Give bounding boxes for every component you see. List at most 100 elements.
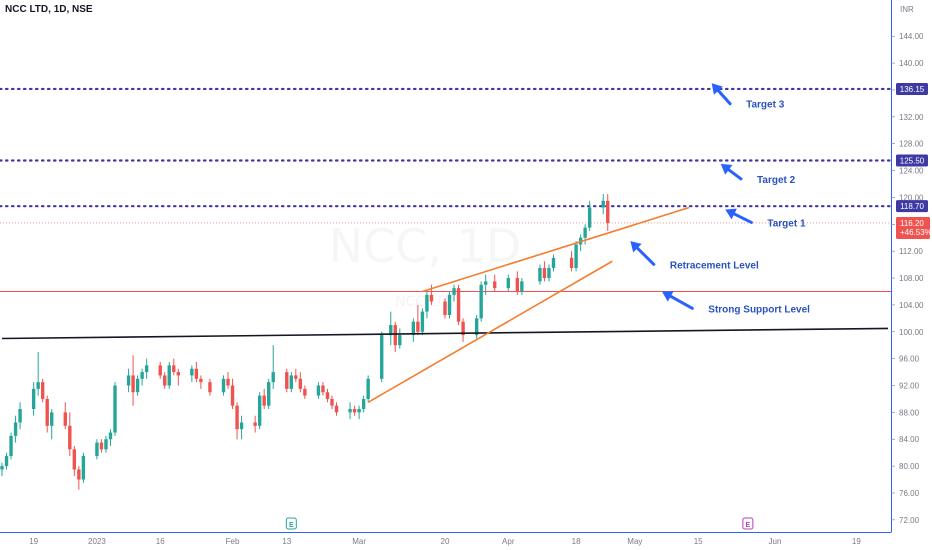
x-tick-label: 19 — [852, 537, 861, 546]
candle-body — [0, 466, 4, 470]
candle-body — [140, 372, 144, 379]
candle-body — [208, 382, 212, 393]
annotation-arrowhead — [630, 241, 642, 253]
trend-line — [422, 206, 690, 293]
candle-body — [45, 398, 49, 426]
y-tick-label: 84.00 — [899, 435, 920, 444]
candle-body — [95, 442, 99, 457]
candle-body — [135, 378, 140, 393]
watermark-sub: NCC LTD — [395, 294, 455, 310]
candle-body — [18, 409, 22, 423]
price-levels — [0, 87, 893, 292]
candle-body — [479, 284, 483, 319]
candle-body — [163, 375, 167, 386]
candle-body — [330, 398, 334, 406]
candle-body — [104, 439, 108, 450]
candle-body — [316, 385, 321, 396]
annotation-label: Target 1 — [767, 218, 806, 229]
candle-body — [447, 294, 452, 315]
candle-body — [398, 335, 402, 346]
candle-body — [515, 278, 520, 292]
candle-body — [271, 372, 275, 383]
annotation-arrowhead — [720, 163, 733, 175]
y-tick-label: 128.00 — [899, 140, 924, 149]
x-tick-label: 13 — [282, 537, 291, 546]
candle-body — [167, 365, 171, 386]
annotation-arrowhead — [711, 83, 723, 95]
y-tick-label: 104.00 — [899, 301, 924, 310]
candle-body — [334, 405, 339, 413]
annotation-label: Retracement Level — [670, 260, 759, 271]
level-price-badge — [896, 82, 928, 95]
candle-body — [199, 378, 203, 383]
candle-body — [429, 294, 434, 302]
candle-body — [583, 227, 587, 238]
candle-body — [190, 368, 194, 376]
candle-body — [569, 257, 574, 268]
candle-body — [493, 281, 497, 289]
candle-body — [253, 422, 257, 426]
y-tick-label: 132.00 — [899, 113, 924, 122]
candle-body — [131, 375, 135, 393]
candle-body — [294, 375, 298, 379]
x-tick-label: 2023 — [88, 537, 106, 546]
annotations: Target 3 Target 2 Target 1 Retracement Leve… — [630, 83, 810, 315]
candle-body — [452, 288, 456, 295]
candle-body — [298, 378, 303, 389]
candle-body — [158, 365, 162, 376]
candle-body — [538, 267, 542, 282]
candle-body — [520, 281, 524, 292]
candle-body — [352, 409, 357, 413]
event-marker — [285, 517, 297, 530]
candle-body — [113, 385, 117, 433]
candle-body — [257, 395, 262, 426]
candle-body — [221, 378, 226, 393]
y-tick-label: 120.00 — [899, 193, 924, 202]
annotation-arrowhead — [725, 208, 737, 220]
candle-body — [380, 335, 384, 379]
y-tick-label: 144.00 — [899, 32, 924, 41]
candle-body — [235, 405, 239, 430]
event-marker — [742, 517, 754, 530]
y-tick-label: 92.00 — [899, 382, 920, 391]
candle-body — [325, 392, 330, 399]
y-tick-label: 140.00 — [899, 59, 924, 68]
candle-body — [77, 469, 81, 480]
candle-body — [172, 365, 176, 373]
candle-body — [194, 368, 199, 379]
candle-body — [4, 456, 9, 467]
candle-body — [40, 382, 45, 399]
x-tick-label: 20 — [441, 537, 450, 546]
candle-body — [601, 200, 605, 208]
candle-body — [474, 318, 479, 336]
candle-body — [542, 267, 547, 279]
candle-body — [108, 432, 113, 440]
annotation-arrow — [727, 168, 743, 181]
candle-body — [81, 456, 86, 480]
trend-lines — [1, 206, 889, 403]
annotation-arrow — [669, 294, 694, 310]
candle-body — [68, 425, 72, 450]
candle-body — [303, 388, 307, 396]
level-price-label: 136.15 — [900, 85, 925, 94]
y-tick-label: 108.00 — [899, 274, 924, 283]
current-price-change: +46.53% — [900, 228, 932, 237]
watermark-main: NCC, 1D — [329, 219, 522, 273]
x-tick-label: 19 — [29, 537, 38, 546]
candle-body — [416, 321, 420, 332]
x-tick-label: Apr — [502, 537, 515, 546]
candle-body — [547, 267, 551, 279]
candle-body — [176, 372, 180, 376]
candle-body — [574, 244, 578, 268]
candle-body — [389, 325, 393, 336]
candle-body — [587, 207, 592, 228]
candle-body — [13, 422, 18, 436]
level-price-badge — [896, 200, 928, 213]
event-marker-label: E — [746, 522, 751, 529]
candle-body — [99, 442, 104, 450]
candle-body — [31, 388, 36, 410]
candle-body — [289, 375, 294, 389]
x-tick-label: May — [627, 537, 642, 546]
x-tick-label: Jun — [769, 537, 782, 546]
